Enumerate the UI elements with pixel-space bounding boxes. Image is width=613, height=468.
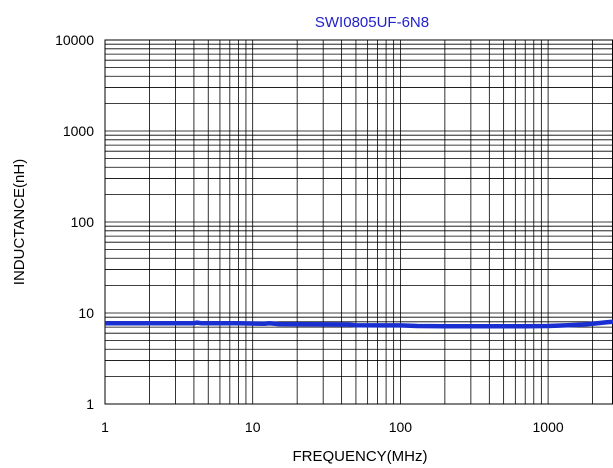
chart-title: SWI0805UF-6N8 bbox=[315, 14, 429, 31]
inductance-series-line bbox=[105, 319, 613, 329]
x-axis-label: FREQUENCY(MHz) bbox=[293, 448, 428, 465]
y-axis-label: INDUCTANCE(nH) bbox=[11, 159, 28, 285]
y-tick-labels: 1 10 100 1000 10000 bbox=[55, 32, 94, 412]
x-tick-label: 10 bbox=[245, 419, 261, 435]
x-tick-label: 100 bbox=[389, 419, 413, 435]
y-tick-label: 1 bbox=[86, 396, 94, 412]
y-tick-label: 1000 bbox=[63, 123, 94, 139]
y-tick-label: 10 bbox=[78, 305, 94, 321]
x-tick-labels: 1 10 100 1000 bbox=[101, 419, 564, 435]
y-tick-label: 100 bbox=[71, 214, 95, 230]
y-tick-label: 10000 bbox=[55, 32, 94, 48]
x-tick-label: 1000 bbox=[533, 419, 564, 435]
x-tick-label: 1 bbox=[101, 419, 109, 435]
grid bbox=[105, 40, 613, 404]
